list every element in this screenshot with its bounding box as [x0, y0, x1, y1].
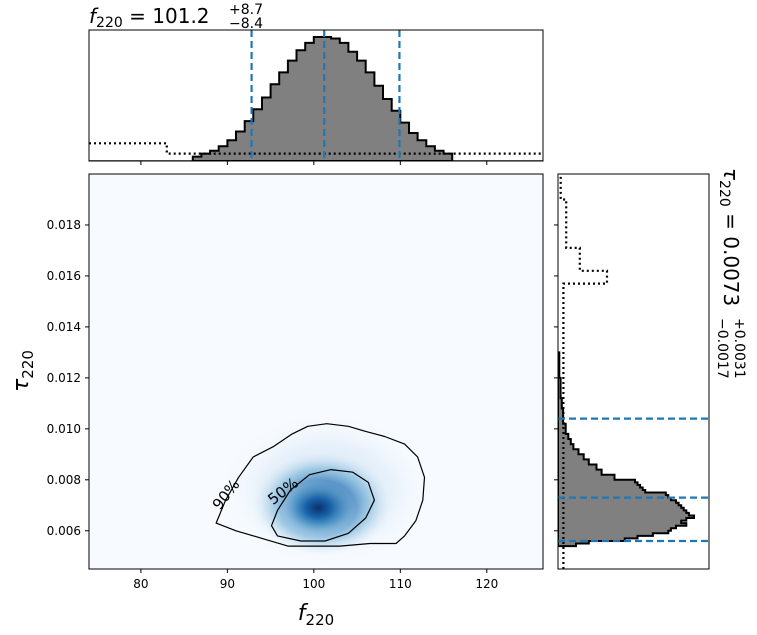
top-frame: [88, 29, 544, 162]
top-title-minus: −8.4: [229, 16, 263, 32]
x-axis-ticks: 80 90 100 110 120: [133, 569, 498, 591]
contour-90pct: [215, 423, 426, 547]
y-tick-label: 0.016: [47, 269, 81, 283]
right-histogram-bars: [558, 351, 695, 548]
right-title-plus: +0.0031: [731, 318, 747, 379]
top-title-plus: +8.7: [229, 2, 263, 18]
y-tick-label: 0.018: [47, 218, 81, 232]
joint-panel: 90% 50% 80 90 100 110 120 0.0060.0080.0100.01…: [9, 173, 544, 629]
x-tick-label: 90: [220, 577, 235, 591]
right-y-ticks: [554, 224, 558, 532]
y-tick-label: 0.008: [47, 473, 81, 487]
y-tick-label: 0.012: [47, 371, 81, 385]
y-tick-label: 0.010: [47, 422, 81, 436]
x-tick-label: 80: [133, 577, 148, 591]
right-histogram: [558, 174, 709, 569]
top-histogram-bars: [191, 36, 454, 161]
density-heatmap: [216, 412, 437, 568]
top-marginal-title: f220 = 101.2: [89, 4, 210, 31]
top-x-ticks: [140, 161, 488, 165]
x-axis-label: f220: [298, 601, 334, 629]
y-axis-ticks: 0.006 0.008 0.010 0.012 0.014 0.016 0.018: [47, 218, 89, 538]
right-frame: [557, 173, 710, 570]
joint-frame: [88, 173, 544, 570]
x-tick-label: 110: [389, 577, 412, 591]
right-prior-line: [559, 174, 609, 569]
svg-text:τ220 = 0.0073: τ220 = 0.0073: [716, 168, 743, 306]
right-marginal-panel: τ220 = 0.0073 +0.0031 −0.0017: [554, 168, 747, 570]
density-peak: [280, 479, 357, 536]
x-tick-label: 100: [302, 577, 325, 591]
right-title-minus: −0.0017: [714, 318, 730, 379]
contour-50pct: [270, 469, 375, 542]
top-histogram: [89, 30, 543, 161]
right-marginal-title: τ220 = 0.0073 +0.0031 −0.0017: [714, 168, 747, 379]
top-prior-line: [89, 142, 543, 155]
top-marginal-panel: f220 = 101.2 +8.7 −8.4: [88, 2, 544, 165]
y-axis-label: τ220: [9, 350, 37, 392]
y-tick-label: 0.006: [47, 524, 81, 538]
y-tick-label: 0.014: [47, 320, 81, 334]
x-tick-label: 120: [475, 577, 498, 591]
